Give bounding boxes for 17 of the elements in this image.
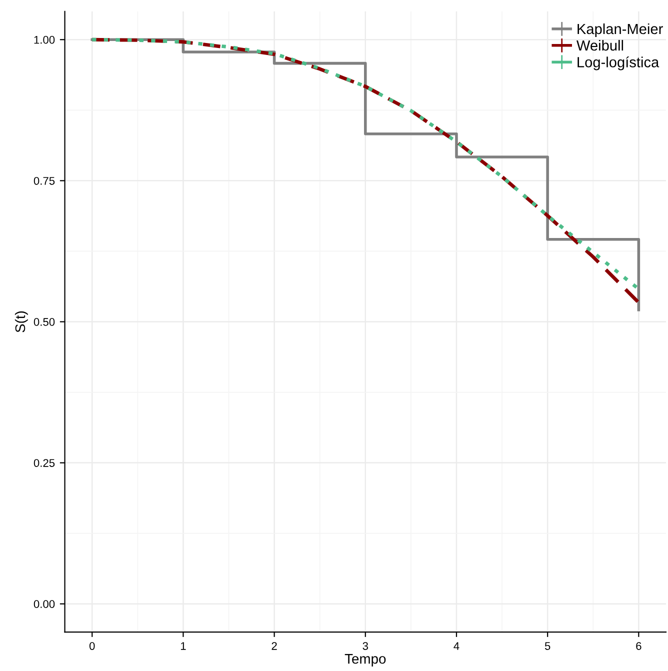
x-tick-label: 3 — [362, 642, 368, 650]
x-axis-title: Tempo — [344, 654, 386, 666]
x-tick-label: 5 — [544, 642, 550, 650]
x-tick-label: 2 — [272, 642, 277, 650]
y-tick-label: 0.25 — [34, 459, 55, 467]
x-tick-label: 4 — [454, 642, 460, 650]
x-tick-label: 1 — [180, 642, 186, 650]
y-tick-label: 0.00 — [34, 600, 55, 608]
legend-label: Weibull — [576, 40, 624, 51]
y-tick-label: 0.75 — [34, 176, 55, 185]
x-tick-label: 6 — [636, 642, 642, 650]
x-tick-label: 0 — [89, 642, 95, 650]
y-axis-title: S(t) — [14, 311, 28, 332]
legend-label: Log-logística — [578, 56, 660, 70]
legend-label: Kaplan-Meier — [578, 23, 663, 38]
y-tick-label: 1.00 — [34, 36, 55, 44]
y-tick-label: 0.50 — [34, 318, 55, 326]
